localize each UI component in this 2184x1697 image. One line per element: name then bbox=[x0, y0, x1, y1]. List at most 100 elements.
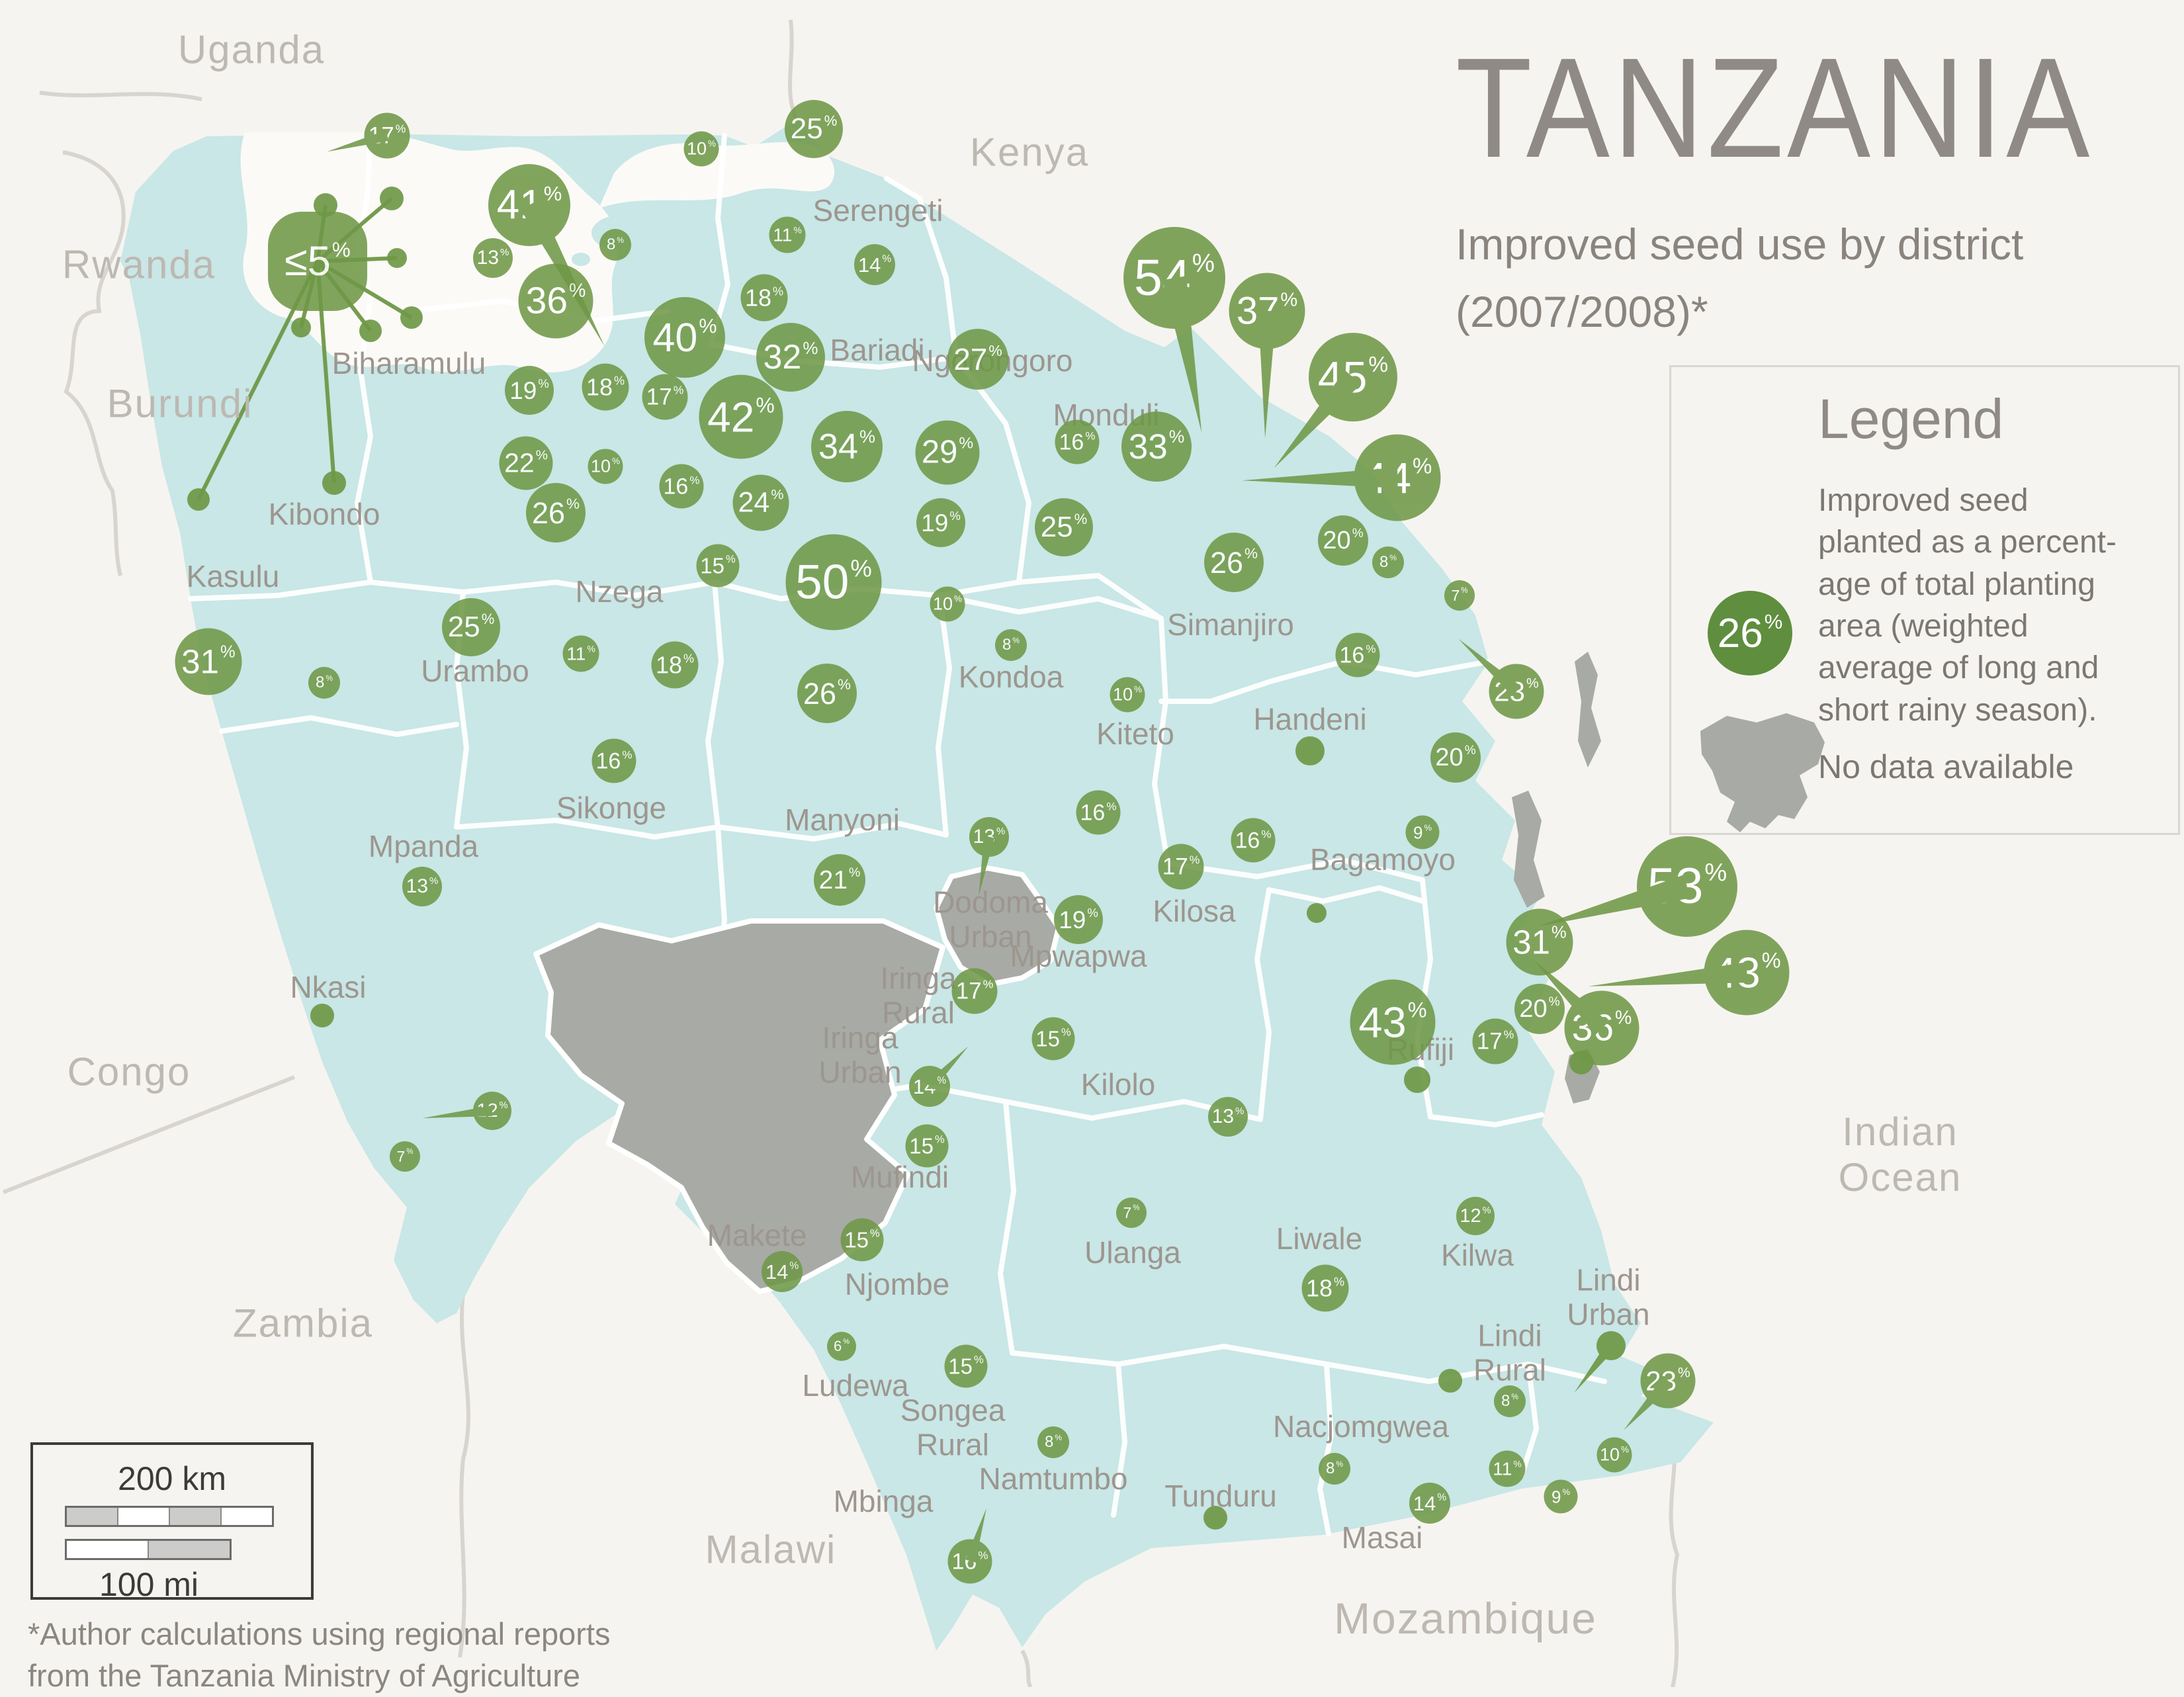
seed-percentage-marker: 9% bbox=[1544, 1479, 1578, 1514]
marker-percent-sign: % bbox=[1704, 859, 1727, 887]
seed-percentage-marker: 12% bbox=[1456, 1197, 1495, 1235]
district-label: Mbinga bbox=[833, 1484, 934, 1519]
marker-value: 42 bbox=[707, 393, 755, 441]
marker-percent-sign: % bbox=[983, 977, 994, 991]
marker-percent-sign: % bbox=[429, 875, 439, 887]
page-subtitle: Improved seed use by district (2007/2008… bbox=[1456, 220, 2024, 337]
marker-percent-sign: % bbox=[622, 748, 633, 761]
marker-value: 16 bbox=[1235, 828, 1260, 853]
seed-percentage-marker: 8% bbox=[1037, 1426, 1069, 1458]
seed-percentage-marker: 36% bbox=[518, 263, 593, 339]
marker-percent-sign: % bbox=[500, 247, 509, 259]
seed-percentage-marker: 22% bbox=[499, 436, 553, 490]
marker-pointer-tail bbox=[1159, 275, 1217, 435]
marker-percent-sign: % bbox=[1106, 800, 1117, 813]
seed-percentage-marker: 16% bbox=[1055, 419, 1100, 464]
marker-value: 8 bbox=[1002, 636, 1012, 654]
scale-mi-label: 100 mi bbox=[99, 1566, 199, 1603]
marker-value: 8 bbox=[606, 236, 616, 253]
map-dot-marker bbox=[380, 187, 404, 210]
district-label: Iringa Rural bbox=[880, 961, 957, 1029]
marker-percent-sign: % bbox=[1424, 822, 1432, 833]
marker-percent-sign: % bbox=[1464, 744, 1476, 758]
seed-percentage-marker: 31% bbox=[175, 628, 242, 695]
marker-value: 20 bbox=[1435, 744, 1463, 771]
seed-percentage-marker: 16% bbox=[1335, 632, 1380, 677]
marker-value: 15 bbox=[909, 1133, 934, 1158]
district-label: Lindi Urban bbox=[1567, 1262, 1650, 1331]
marker-percent-sign: % bbox=[789, 1260, 799, 1272]
seed-percentage-marker: 8% bbox=[1494, 1385, 1526, 1417]
district-label: Sikonge bbox=[556, 791, 667, 826]
scale-segment bbox=[220, 1508, 272, 1525]
district-label: Masai bbox=[1341, 1520, 1423, 1555]
marker-percent-sign: % bbox=[1407, 998, 1427, 1022]
seed-percentage-marker: 43% bbox=[1350, 979, 1436, 1065]
map-dot-marker bbox=[1438, 1369, 1462, 1393]
seed-percentage-marker: 23% bbox=[1489, 664, 1544, 719]
marker-value: 11 bbox=[566, 643, 586, 664]
marker-percent-sign: % bbox=[1389, 553, 1397, 563]
map-dot-marker bbox=[1404, 1066, 1430, 1093]
seed-percentage-marker: 14% bbox=[854, 244, 895, 285]
marker-value: 9 bbox=[1413, 822, 1423, 842]
legend-description: Improved seed planted as a percent- age … bbox=[1818, 483, 2117, 728]
marker-value: 16 bbox=[1080, 800, 1106, 825]
marker-percent-sign: % bbox=[978, 1549, 988, 1562]
marker-percent-sign: % bbox=[949, 508, 961, 523]
marker-percent-sign: % bbox=[1133, 1203, 1140, 1212]
seed-percentage-marker: 26% bbox=[526, 483, 586, 543]
marker-pointer-tail bbox=[1569, 1342, 1616, 1397]
district-label: Songea Rural bbox=[900, 1393, 1006, 1461]
district-label: Kasulu bbox=[186, 559, 280, 594]
marker-percent-sign: % bbox=[1168, 427, 1185, 447]
district-label: Serengeti bbox=[812, 193, 943, 228]
marker-percent-sign: % bbox=[1061, 1026, 1071, 1039]
scale-segment bbox=[117, 1508, 169, 1525]
seed-percentage-marker: 17% bbox=[1472, 1018, 1518, 1065]
marker-percent-sign: % bbox=[935, 1133, 945, 1146]
seed-percentage-marker: 33% bbox=[1121, 412, 1192, 482]
marker-percent-sign: % bbox=[1085, 429, 1096, 443]
scale-bar: 200 km 100 mi bbox=[30, 1442, 314, 1603]
marker-percent-sign: % bbox=[793, 224, 802, 236]
map-dot-marker bbox=[291, 318, 311, 337]
marker-value: 17 bbox=[646, 384, 672, 410]
marker-percent-sign: % bbox=[803, 337, 818, 358]
marker-value: 10 bbox=[1112, 684, 1133, 705]
seed-percentage-marker: 6% bbox=[827, 1332, 856, 1361]
seed-percentage-marker: 7% bbox=[1444, 580, 1475, 611]
marker-percent-sign: % bbox=[850, 554, 872, 582]
marker-percent-sign: % bbox=[843, 1338, 850, 1346]
country-label: Burundi bbox=[107, 381, 253, 426]
marker-value: 29 bbox=[921, 434, 958, 470]
marker-percent-sign: % bbox=[612, 456, 621, 466]
seed-percentage-marker: 10% bbox=[588, 449, 623, 484]
seed-percentage-marker: 50% bbox=[785, 534, 882, 631]
country-label: Rwanda bbox=[62, 242, 216, 287]
footnote: *Author calculations using regional repo… bbox=[28, 1616, 611, 1694]
scale-segment bbox=[169, 1508, 220, 1525]
seed-percentage-marker: 43% bbox=[1704, 930, 1790, 1016]
marker-percent-sign: % bbox=[1189, 853, 1200, 867]
seed-percentage-marker: 34% bbox=[811, 411, 883, 482]
marker-value: 15 bbox=[1035, 1026, 1061, 1051]
marker-percent-sign: % bbox=[1055, 1433, 1063, 1443]
marker-percent-sign: % bbox=[617, 236, 625, 245]
marker-value: 25 bbox=[1040, 511, 1073, 543]
district-label: Nacjomgwea bbox=[1273, 1409, 1449, 1444]
marker-percent-sign: % bbox=[1548, 995, 1560, 1010]
map-dot-marker bbox=[322, 471, 346, 495]
district-label: Makete bbox=[707, 1218, 807, 1253]
marker-value: 19 bbox=[921, 509, 949, 537]
marker-value: 18 bbox=[655, 651, 683, 678]
marker-value: 19 bbox=[1059, 906, 1086, 934]
marker-percent-sign: % bbox=[1336, 1459, 1344, 1469]
map-dot-marker bbox=[187, 488, 210, 511]
marker-percent-sign: % bbox=[1334, 1275, 1345, 1289]
seed-percentage-marker: 8% bbox=[995, 629, 1027, 661]
seed-percentage-marker: 21% bbox=[814, 854, 865, 906]
marker-value: 26 bbox=[531, 496, 566, 530]
seed-percentage-marker: 20% bbox=[1430, 732, 1481, 783]
